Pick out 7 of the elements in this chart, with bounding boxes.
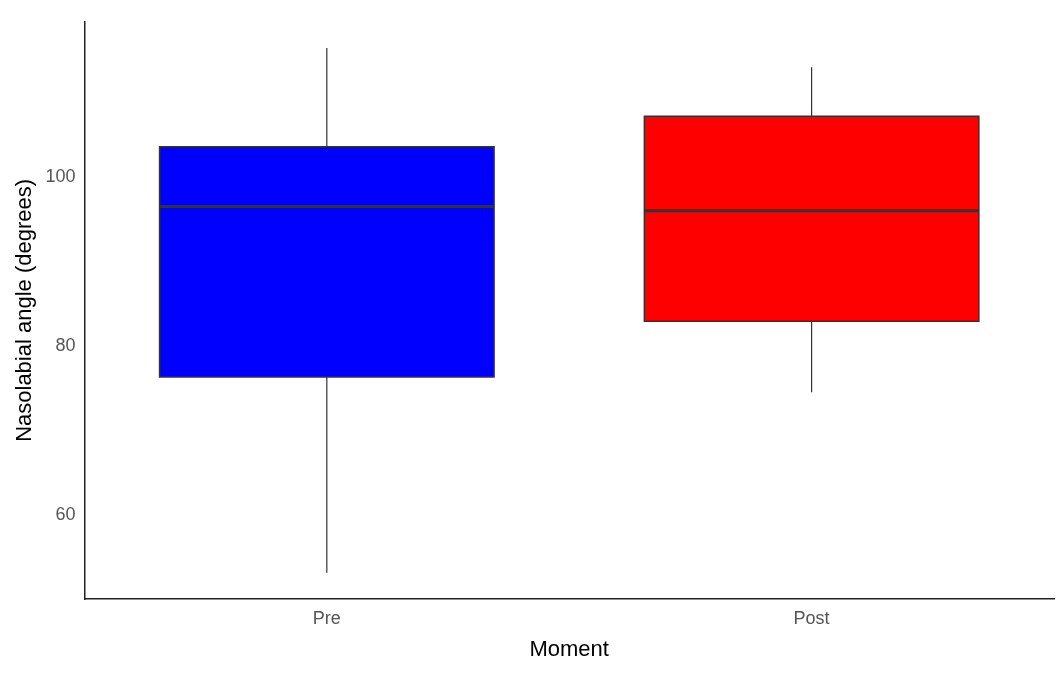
y-axis-title: Nasolabial angle (degrees) — [11, 178, 37, 442]
y-tick-label: 80 — [55, 334, 76, 355]
x-axis-title: Moment — [529, 635, 609, 661]
y-tick-label: 60 — [55, 503, 76, 524]
x-tick-label: Post — [793, 607, 830, 628]
y-tick-label: 100 — [45, 166, 76, 187]
x-tick-label: Pre — [312, 607, 341, 628]
